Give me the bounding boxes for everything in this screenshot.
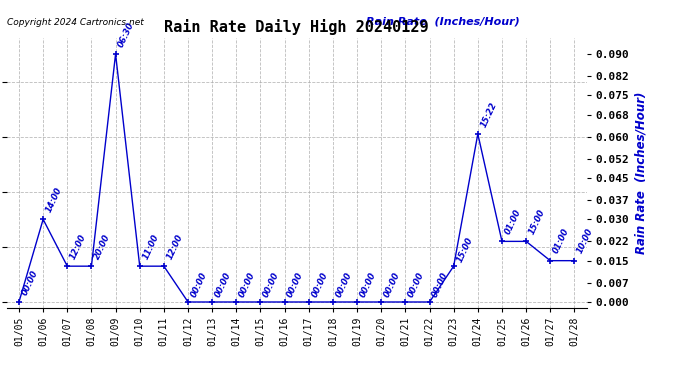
Text: 00:00: 00:00 bbox=[334, 271, 354, 299]
Text: 11:00: 11:00 bbox=[141, 232, 161, 261]
Text: Rain Rate  (Inches/Hour): Rain Rate (Inches/Hour) bbox=[366, 17, 520, 27]
Text: 01:00: 01:00 bbox=[551, 227, 571, 255]
Text: 20:00: 20:00 bbox=[92, 232, 112, 261]
Text: Copyright 2024 Cartronics.net: Copyright 2024 Cartronics.net bbox=[7, 18, 144, 27]
Text: 00:00: 00:00 bbox=[310, 271, 330, 299]
Text: 00:00: 00:00 bbox=[213, 271, 233, 299]
Title: Rain Rate Daily High 20240129: Rain Rate Daily High 20240129 bbox=[164, 19, 429, 35]
Text: 06:30: 06:30 bbox=[117, 20, 137, 48]
Text: 00:00: 00:00 bbox=[237, 271, 257, 299]
Text: 00:00: 00:00 bbox=[189, 271, 209, 299]
Text: 00:00: 00:00 bbox=[286, 271, 306, 299]
Text: 00:00: 00:00 bbox=[382, 271, 402, 299]
Text: 00:00: 00:00 bbox=[358, 271, 378, 299]
Text: 00:00: 00:00 bbox=[20, 268, 40, 297]
Y-axis label: Rain Rate  (Inches/Hour): Rain Rate (Inches/Hour) bbox=[635, 92, 648, 254]
Text: 01:00: 01:00 bbox=[503, 208, 523, 236]
Text: 15:00: 15:00 bbox=[527, 208, 547, 236]
Text: 00:00: 00:00 bbox=[431, 271, 451, 299]
Text: 15:00: 15:00 bbox=[455, 235, 475, 263]
Text: 14:00: 14:00 bbox=[44, 186, 64, 214]
Text: 00:00: 00:00 bbox=[406, 271, 426, 299]
Text: 00:00: 00:00 bbox=[262, 271, 282, 299]
Text: 15:22: 15:22 bbox=[479, 100, 499, 128]
Text: 12:00: 12:00 bbox=[165, 232, 185, 261]
Text: 10:00: 10:00 bbox=[575, 227, 595, 255]
Text: 12:00: 12:00 bbox=[68, 232, 88, 261]
